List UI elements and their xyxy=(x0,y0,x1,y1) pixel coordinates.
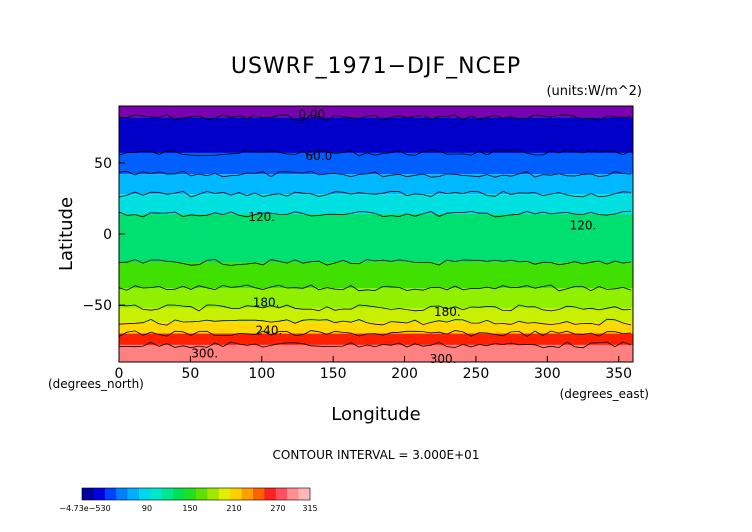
colorbar-swatch xyxy=(93,488,106,500)
y-tick-label: 0 xyxy=(103,227,112,243)
x-tick-label: 100 xyxy=(248,366,275,382)
contour-label: 120. xyxy=(248,210,275,224)
contour-band xyxy=(119,194,633,215)
contour-label: 60.0 xyxy=(306,149,333,163)
contour-line xyxy=(119,114,632,121)
contour-band xyxy=(119,106,633,118)
x-axis-label: Longitude xyxy=(331,404,421,425)
colorbar-swatch xyxy=(82,488,94,500)
contour-band xyxy=(119,117,633,153)
colorbar-swatch xyxy=(161,488,174,500)
x-tick-label: 200 xyxy=(391,366,418,382)
colorbar-swatch xyxy=(264,488,277,500)
contour-line xyxy=(119,341,632,349)
contour-line xyxy=(119,170,632,178)
colorbar-labels: −4.73e−530 90 150 210 270 315 xyxy=(59,504,317,513)
contour-line xyxy=(119,190,632,198)
units-label: (units:W/m^2) xyxy=(546,84,642,99)
contour-label: 300. xyxy=(430,352,457,366)
contour-band xyxy=(119,174,633,195)
contour-line xyxy=(119,318,632,326)
colorbar-swatch xyxy=(116,488,128,500)
colorbar-swatch xyxy=(150,488,163,500)
colorbar-swatch xyxy=(104,488,117,500)
contour-label: 180. xyxy=(434,305,461,319)
contour-line xyxy=(119,284,632,292)
contour-line xyxy=(119,304,632,312)
colorbar-label: 270 xyxy=(270,504,285,513)
contour-line xyxy=(119,149,632,157)
contour-line xyxy=(119,210,632,218)
colorbar-swatch xyxy=(241,488,254,500)
y-axis-ticks: 50 0 −50 xyxy=(82,156,125,314)
colorbar-label: −4.73e−530 xyxy=(59,504,110,513)
contour-band xyxy=(119,262,633,289)
colorbar-label: 315 xyxy=(302,504,317,513)
colorbar-swatch xyxy=(298,488,311,500)
colorbar-frame xyxy=(81,487,311,501)
colorbar-swatch xyxy=(184,488,197,500)
contour-labels: 0.00 60.0 120. 120. 180. 180. 240. 300. 300. xyxy=(191,108,596,367)
contour-band xyxy=(119,333,633,345)
contour-band xyxy=(119,288,633,308)
contour-interval-text: CONTOUR INTERVAL = 3.000E+01 xyxy=(273,448,480,462)
y-axis-label: Latitude xyxy=(56,197,77,271)
y-tick-label: 50 xyxy=(94,156,112,172)
contour-band xyxy=(119,307,633,323)
colorbar-swatch xyxy=(127,488,140,500)
x-tick-label: 350 xyxy=(605,366,632,382)
colorbar-swatch xyxy=(139,488,151,500)
contour-line xyxy=(119,330,632,337)
chart-title: USWRF_1971−DJF_NCEP xyxy=(231,54,521,79)
contour-band xyxy=(119,214,633,263)
contour-label: 300. xyxy=(191,346,218,360)
contour-band xyxy=(119,152,633,175)
plot-area xyxy=(119,106,633,362)
colorbar-label: 150 xyxy=(182,504,197,513)
colorbar-swatch xyxy=(218,488,231,500)
y-tick-label: −50 xyxy=(82,298,112,314)
x-tick-label: 300 xyxy=(534,366,561,382)
contour-label: 0.00 xyxy=(298,108,325,122)
contour-label: 180. xyxy=(253,295,280,309)
colorbar-label: 210 xyxy=(226,504,241,513)
colorbar-swatch xyxy=(173,488,185,500)
contour-line xyxy=(119,259,632,266)
colorbar xyxy=(81,487,311,501)
colorbar-swatch xyxy=(253,488,265,500)
x-tick-label: 50 xyxy=(181,366,199,382)
x-tick-label: 250 xyxy=(463,366,490,382)
colorbar-swatch xyxy=(230,488,242,500)
y-unit-label: (degrees_north) xyxy=(48,377,144,391)
contour-band xyxy=(119,322,633,334)
contour-band xyxy=(119,344,633,362)
x-unit-label: (degrees_east) xyxy=(560,387,649,401)
colorbar-swatch xyxy=(207,488,220,500)
colorbar-swatch xyxy=(196,488,208,500)
colorbar-label: 90 xyxy=(142,504,152,513)
colorbar-swatch xyxy=(287,488,299,500)
x-tick-label: 0 xyxy=(115,366,124,382)
x-tick-label: 150 xyxy=(320,366,347,382)
x-axis-ticks: 0 50 100 150 200 250 300 350 xyxy=(115,356,632,382)
contour-label: 240. xyxy=(256,324,283,338)
colorbar-swatch xyxy=(275,488,288,500)
contour-label: 120. xyxy=(570,218,597,232)
